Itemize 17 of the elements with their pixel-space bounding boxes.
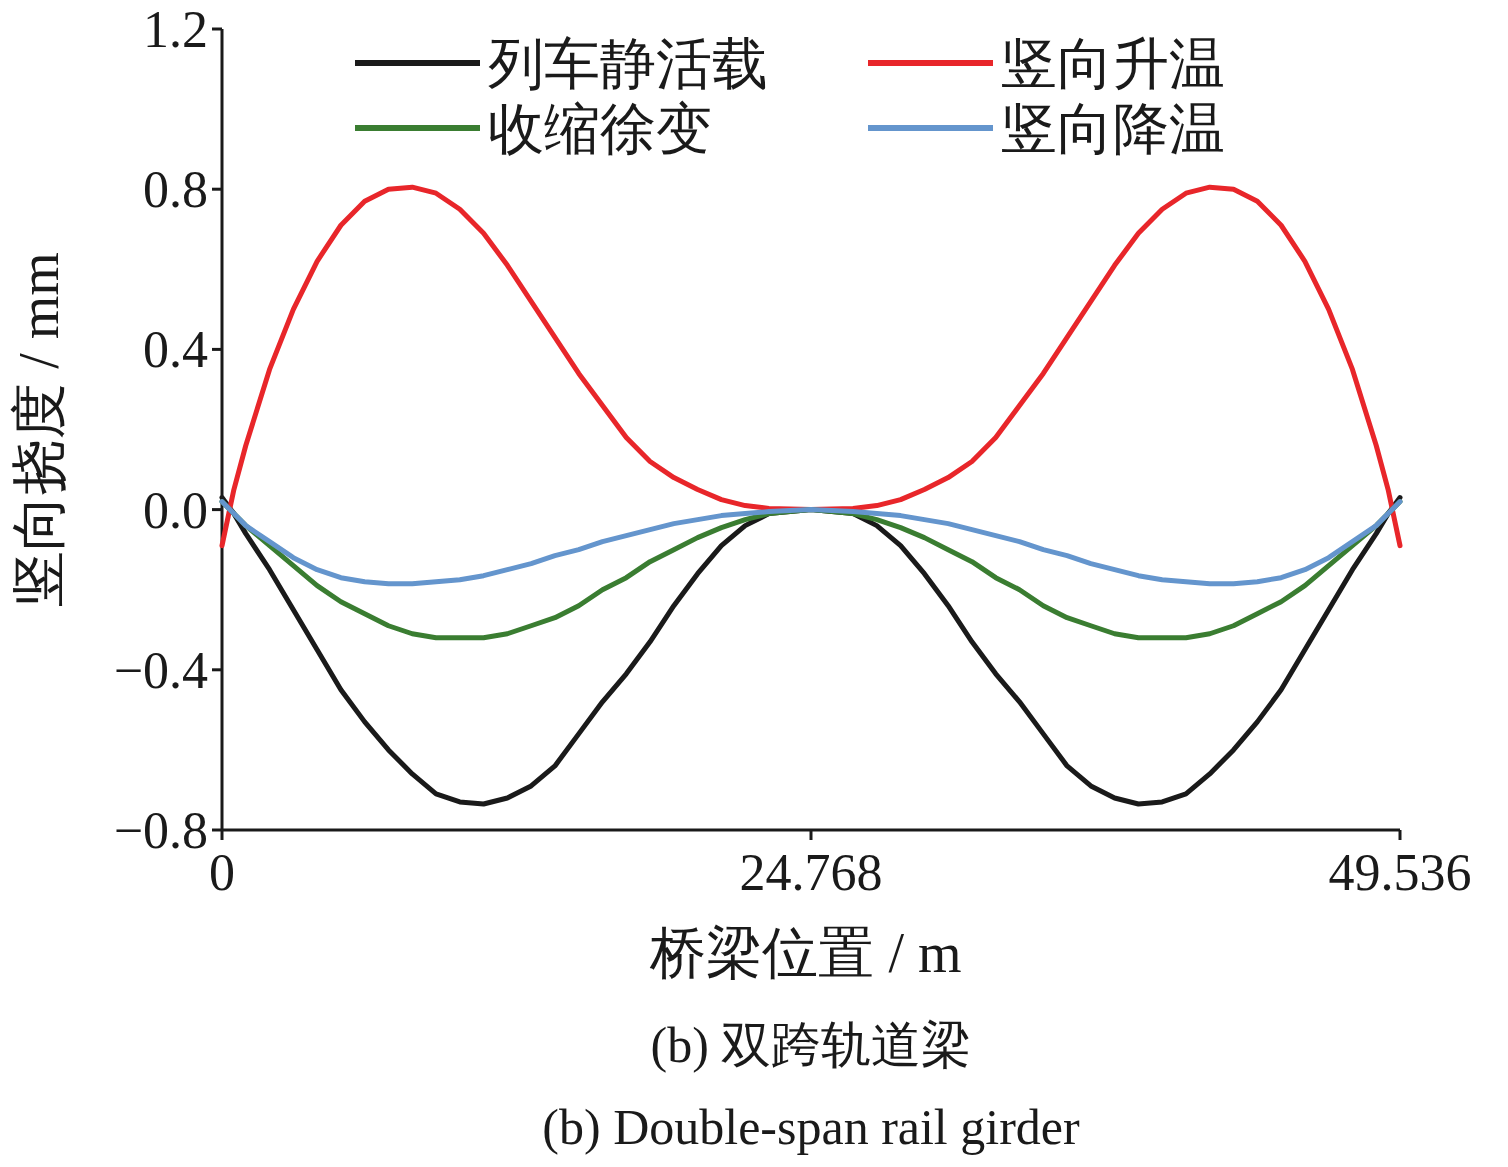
legend-label: 竖向降温 <box>1001 98 1225 160</box>
x-tick-label: 49.536 <box>1328 844 1472 901</box>
x-tick-label: 0 <box>209 844 235 901</box>
legend-label: 收缩徐变 <box>488 98 712 160</box>
y-tick-label: −0.4 <box>113 641 208 699</box>
x-axis-title: 桥梁位置 / m <box>649 922 962 984</box>
y-tick-label: 0.4 <box>143 321 208 379</box>
legend-label: 列车静活载 <box>488 33 768 95</box>
legend-label: 竖向升温 <box>1001 33 1225 95</box>
text: (b) 双跨轨道梁 <box>650 1017 972 1073</box>
y-tick-label: 0.0 <box>143 481 208 539</box>
x-tick-label: 24.768 <box>739 844 883 901</box>
y-tick-label: 1.2 <box>143 1 208 58</box>
y-tick-label: 0.8 <box>143 161 208 219</box>
text: (b) Double-span rail girder <box>542 1099 1080 1155</box>
y-tick-label: −0.8 <box>113 802 208 859</box>
y-axis-title: 竖向挠度 / mm <box>8 252 70 607</box>
